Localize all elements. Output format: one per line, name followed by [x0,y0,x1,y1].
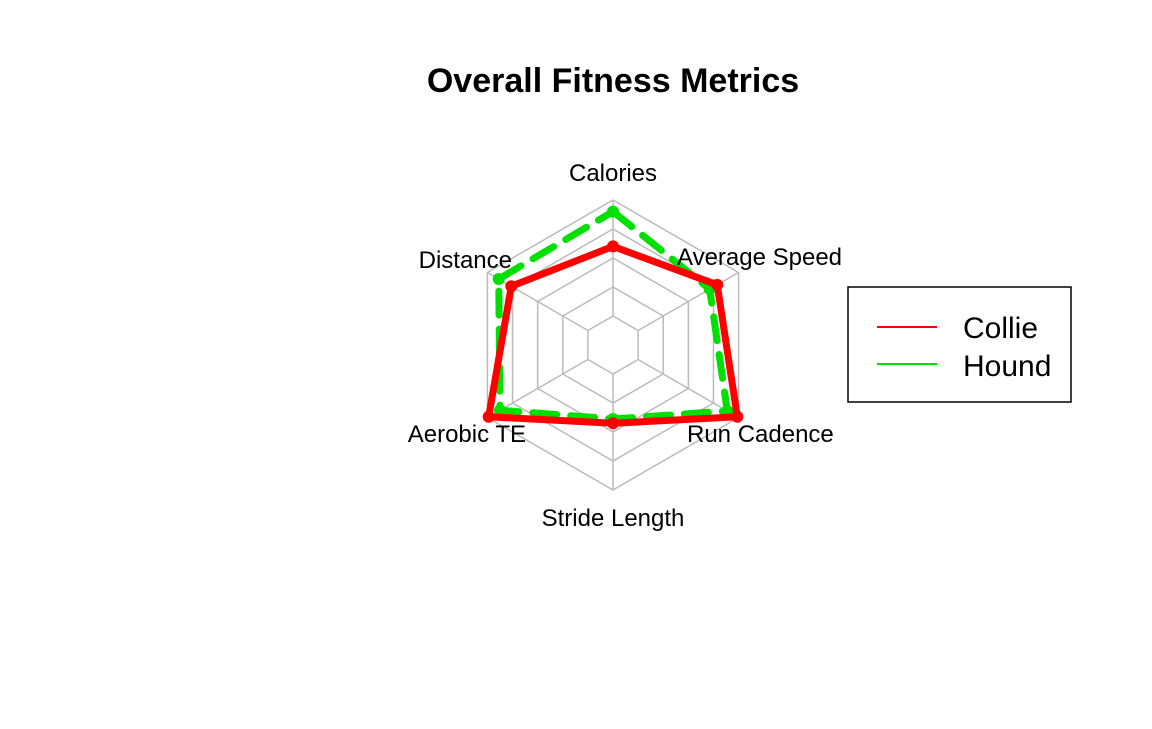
legend-label-collie: Collie [963,312,1038,345]
series-point-hound-4 [493,404,506,417]
series-point-collie-0 [607,240,619,253]
series-point-collie-4 [482,410,495,423]
grid-spoke-5 [487,271,589,332]
axis-label-distance: Distance [419,247,512,274]
grid-spoke-2 [637,358,739,419]
radar-series [482,205,744,430]
series-point-collie-2 [731,410,744,423]
series-point-collie-1 [711,278,724,291]
series-point-collie-3 [607,417,619,430]
series-point-hound-5 [492,273,505,286]
axis-label-aerobic-te: Aerobic TE [408,421,526,448]
axis-label-average-speed: Average Speed [677,244,842,271]
chart-title: Overall Fitness Metrics [427,62,799,100]
series-point-collie-5 [505,280,518,293]
axis-labels: Calories Average Speed Run Cadence Stride L… [408,160,842,532]
axis-label-stride-length: Stride Length [542,505,685,532]
series-collie [482,240,744,430]
grid-ring-1 [587,315,639,375]
series-point-hound-0 [607,205,619,218]
axis-label-run-cadence: Run Cadence [687,421,834,448]
legend-box [847,286,1072,403]
legend: Collie Hound [847,286,1072,403]
axis-label-calories: Calories [569,160,657,187]
legend-label-hound: Hound [963,350,1051,383]
